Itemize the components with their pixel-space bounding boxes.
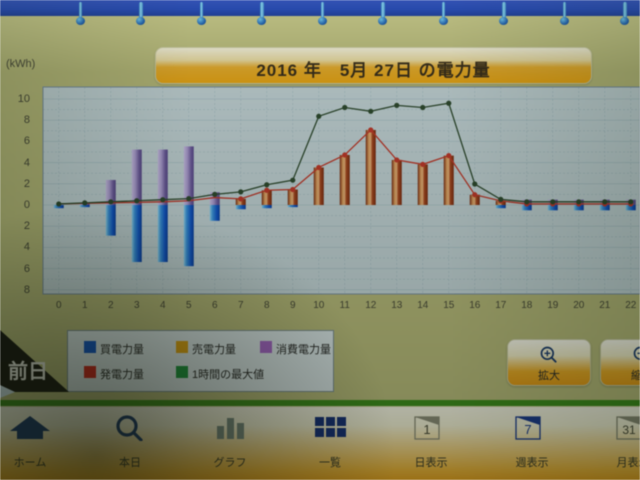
svg-text:7: 7 — [524, 422, 531, 437]
svg-text:1: 1 — [423, 422, 430, 437]
svg-text:前日: 前日 — [8, 359, 48, 383]
svg-text:31: 31 — [622, 423, 636, 437]
